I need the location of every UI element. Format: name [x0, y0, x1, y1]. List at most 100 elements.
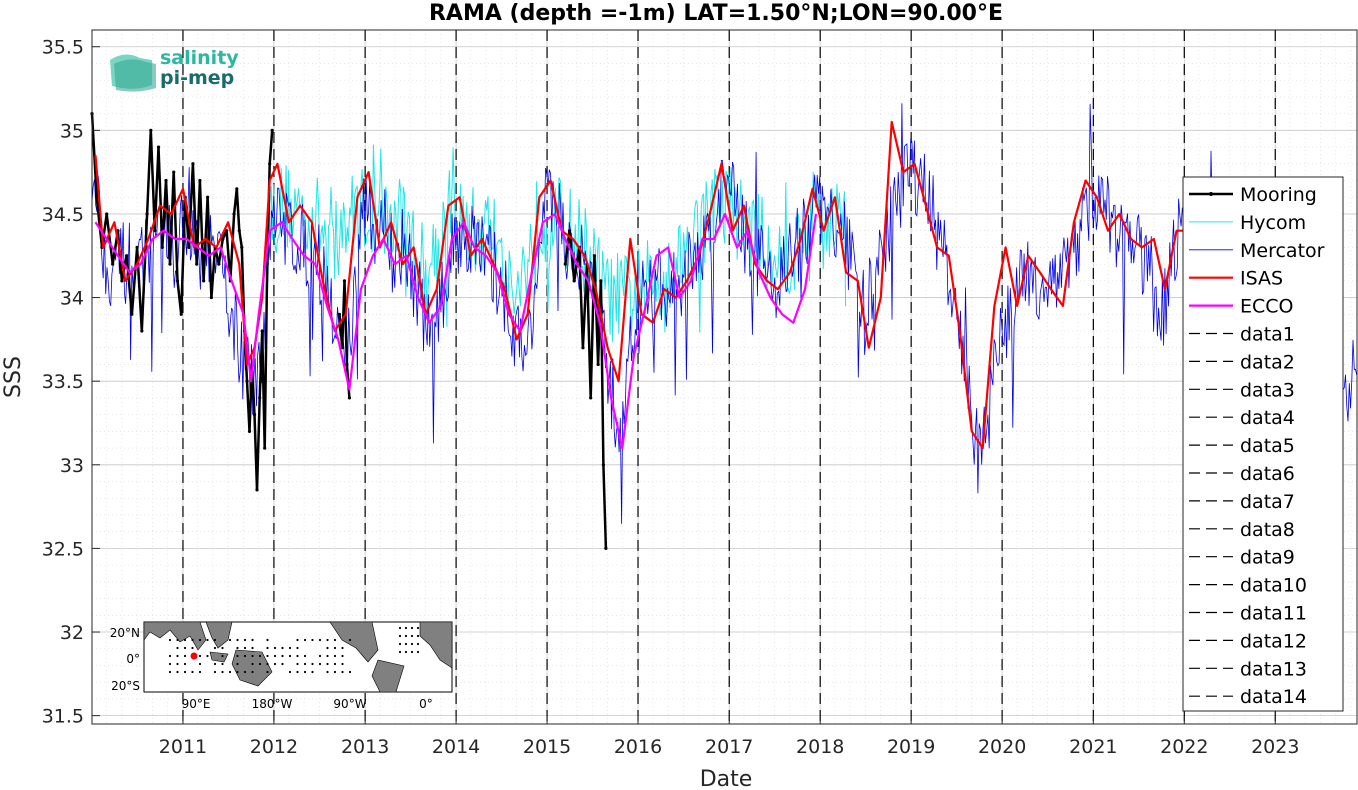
inset-buoy [410, 650, 414, 654]
inset-buoy [266, 662, 269, 666]
series-mooring-point [258, 396, 262, 400]
inset-buoy [416, 650, 420, 654]
series-mooring-point [604, 546, 608, 551]
legend-label-data8: data8 [1240, 519, 1295, 541]
inset-buoy [266, 670, 269, 674]
x-tick-label: 2017 [705, 736, 753, 758]
series-mercator [91, 103, 1358, 524]
y-tick-label: 33.5 [42, 371, 84, 393]
series-mooring-point [345, 362, 349, 367]
series-mooring-point [160, 245, 164, 249]
inset-buoy [410, 634, 414, 638]
y-tick-label: 32.5 [42, 538, 84, 560]
series-mooring-point [240, 245, 244, 249]
inset-buoy [273, 662, 277, 666]
inset-buoy [311, 662, 314, 666]
x-tick-label: 2014 [432, 736, 480, 758]
inset-buoy [416, 626, 420, 630]
inset-buoy [341, 654, 344, 658]
series-mooring-point [337, 312, 342, 316]
inset-buoy [341, 670, 344, 674]
inset-buoy [198, 662, 202, 666]
series-mooring-point [156, 145, 161, 149]
inset-landmass [143, 621, 453, 693]
inset-land [419, 621, 453, 669]
series-ecco [94, 212, 818, 450]
inset-lat-label: 20°S [111, 679, 140, 693]
inset-buoy [236, 646, 239, 650]
series-mooring-point [601, 463, 605, 467]
series-mooring-point [235, 187, 239, 191]
inset-buoy [243, 654, 247, 658]
inset-buoy [183, 670, 187, 674]
inset-buoy [296, 646, 299, 650]
inset-buoy [251, 654, 254, 658]
inset-buoy [183, 654, 187, 658]
legend-label-data4: data4 [1240, 407, 1295, 429]
series-mooring-point [206, 195, 210, 199]
legend-label-data13: data13 [1240, 658, 1307, 680]
x-tick-label: 2020 [978, 736, 1026, 758]
inset-buoy [176, 646, 179, 650]
inset-location-marker [190, 652, 198, 660]
inset-buoy [198, 654, 202, 658]
inset-buoy [404, 650, 408, 654]
inset-buoy [213, 646, 217, 650]
legend-label-ecco: ECCO [1240, 296, 1294, 318]
inset-buoy [398, 634, 402, 638]
inset-buoy [333, 646, 337, 650]
inset-buoy [168, 662, 172, 666]
salinity-pimep-logo: salinity pi-mep [110, 47, 239, 92]
series-mooring-point [198, 178, 202, 183]
y-tick-label: 32 [60, 622, 84, 644]
inset-land [205, 621, 233, 649]
inset-buoy [288, 654, 292, 658]
inset-buoy [288, 646, 292, 650]
y-axis: 31.5 32 32.5 33 33.5 34 34.5 35 35.5 [42, 37, 100, 728]
x-axis: 2011 2012 2013 2014 2015 2016 2017 2018 2019 2020… [159, 716, 1299, 758]
inset-land [371, 659, 405, 693]
series-mooring-point [589, 396, 593, 400]
inset-buoy [183, 646, 187, 650]
inset-buoy [191, 646, 194, 650]
inset-buoy [416, 634, 420, 638]
inset-buoy [183, 638, 187, 642]
inset-buoy [258, 662, 262, 666]
inset-map: 20°N 0° 20°S 90°E 180°W 90°W 0° [110, 621, 453, 711]
series-mooring-point [175, 279, 180, 283]
inset-buoy [176, 670, 179, 674]
inset-buoy [311, 670, 314, 674]
x-tick-label: 2021 [1069, 736, 1117, 758]
inset-buoy [266, 646, 269, 650]
x-tick-label: 2012 [250, 736, 298, 758]
y-tick-label: 34 [60, 288, 84, 310]
x-tick-label: 2019 [887, 736, 935, 758]
inset-buoy [341, 646, 344, 650]
inset-land [209, 651, 229, 663]
series-mooring-point [172, 170, 176, 174]
inset-labels: 20°N 0° 20°S 90°E 180°W 90°W 0° [110, 626, 433, 711]
inset-buoy [303, 654, 307, 658]
y-tick-label: 31.5 [42, 706, 84, 728]
series-mooring-point [245, 379, 249, 383]
series-mooring-point [252, 413, 257, 417]
inset-buoy [266, 654, 269, 658]
inset-buoy [296, 662, 299, 666]
inset-buoy [348, 638, 352, 642]
inset-buoy [176, 654, 179, 658]
x-tick-label: 2016 [614, 736, 662, 758]
inset-buoy [198, 638, 202, 642]
inset-buoy [236, 654, 239, 658]
inset-buoy [311, 638, 314, 642]
inset-buoy [228, 638, 232, 642]
legend-label-data12: data12 [1240, 630, 1307, 652]
inset-lon-label: 0° [419, 697, 433, 711]
inset-buoy [303, 670, 307, 674]
inset-buoy [326, 662, 329, 666]
inset-buoy [281, 662, 284, 666]
series-mooring-point [164, 178, 168, 183]
inset-buoy [221, 670, 224, 674]
inset-buoy [191, 670, 194, 674]
inset-buoy [326, 654, 329, 658]
y-tick-label: 35.5 [42, 37, 84, 59]
